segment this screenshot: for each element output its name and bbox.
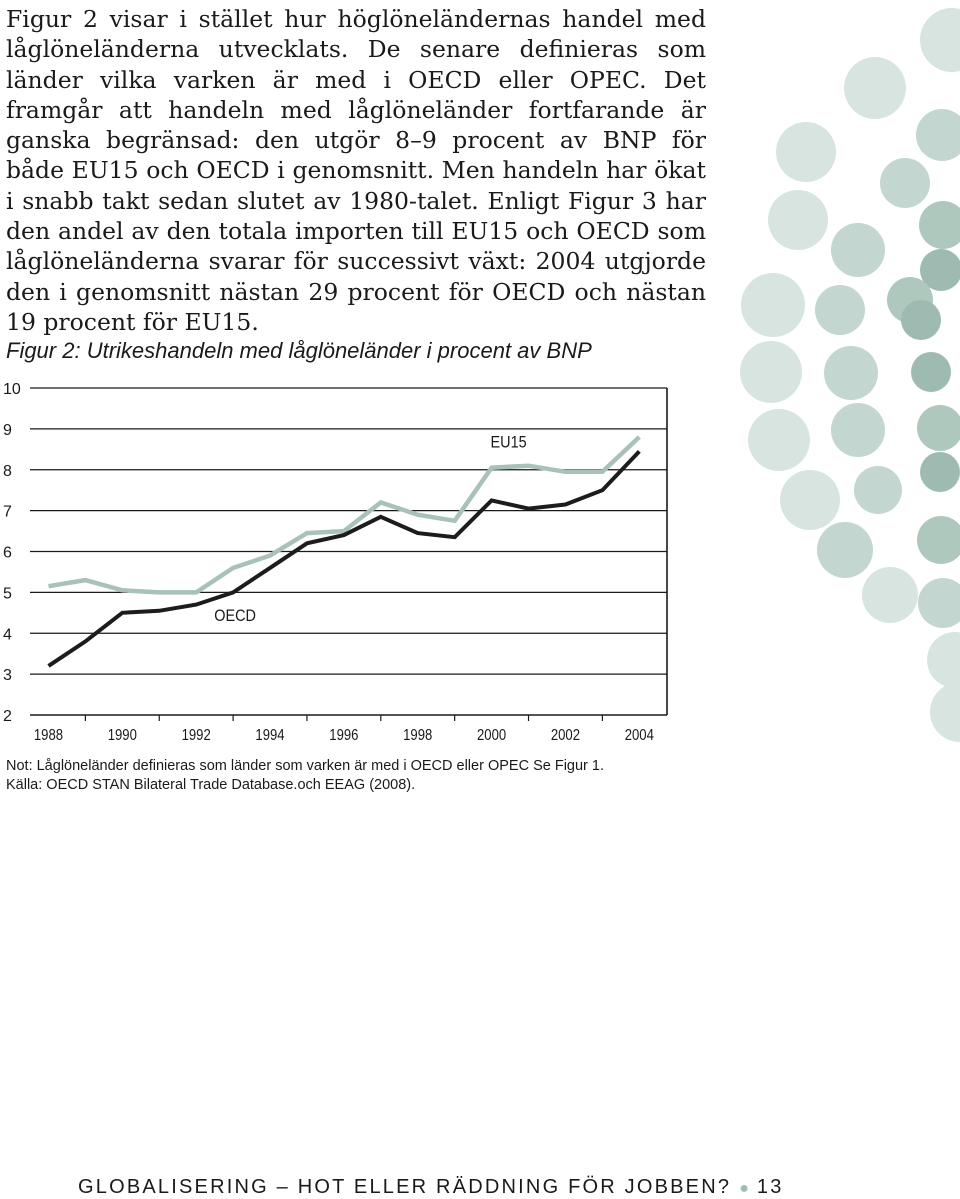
body-paragraph: Figur 2 visar i stället hur höglönelände… <box>6 4 706 337</box>
decorative-dot <box>920 8 960 72</box>
decorative-dot <box>844 57 906 119</box>
footer-bullet-icon: ● <box>739 1180 749 1197</box>
decorative-dot <box>919 201 960 249</box>
x-tick-label: 2004 <box>625 727 654 744</box>
decorative-dot <box>741 273 805 337</box>
x-tick-label: 1998 <box>403 727 432 744</box>
series-annotation-label: EU15 <box>491 433 527 451</box>
y-tick-label: 3 <box>3 667 12 684</box>
x-tick-label: 1992 <box>182 727 211 744</box>
page-footer: GLOBALISERING – HOT ELLER RÄDDNING FÖR J… <box>78 1176 784 1199</box>
x-tick-label: 1988 <box>34 727 63 744</box>
decorative-dot <box>901 300 941 340</box>
decorative-dot <box>776 122 836 182</box>
y-tick-label: 9 <box>3 422 12 439</box>
x-tick-label: 2002 <box>551 727 580 744</box>
footer-title: GLOBALISERING – HOT ELLER RÄDDNING FÖR J… <box>78 1176 731 1198</box>
y-tick-label: 2 <box>3 708 12 725</box>
y-tick-label: 10 <box>3 381 21 398</box>
x-tick-label: 2000 <box>477 727 506 744</box>
page-number: 13 <box>757 1176 784 1198</box>
x-tick-label: 1994 <box>255 727 284 744</box>
decorative-dot <box>918 578 960 628</box>
decorative-dot-pattern <box>730 0 960 760</box>
figure-note: Not: Låglöneländer definieras som länder… <box>6 758 604 774</box>
series-line-eu15 <box>49 437 640 592</box>
figure-title: Figur 2: Utrikeshandeln med låglönelände… <box>6 338 592 364</box>
decorative-dot <box>880 158 930 208</box>
y-tick-label: 6 <box>3 545 12 562</box>
decorative-dot <box>920 452 960 492</box>
decorative-dot <box>917 516 960 564</box>
decorative-dot <box>740 341 802 403</box>
decorative-dot <box>831 223 885 277</box>
decorative-dot <box>854 466 902 514</box>
decorative-dot <box>911 352 951 392</box>
decorative-dot <box>930 682 960 742</box>
line-chart: 2 3 4 5 6 7 8 9 10 1988 1990 1992 1994 1996 1998 2000 20… <box>0 370 700 750</box>
x-tick-label: 1990 <box>108 727 137 744</box>
series-annotation-label: OECD <box>214 607 256 625</box>
decorative-dot <box>815 285 865 335</box>
y-tick-label: 5 <box>3 585 12 602</box>
figure-source: Källa: OECD STAN Bilateral Trade Databas… <box>6 777 415 793</box>
decorative-dot <box>824 346 878 400</box>
decorative-dot <box>768 190 828 250</box>
y-tick-label: 7 <box>3 504 12 521</box>
y-tick-label: 4 <box>3 626 12 643</box>
decorative-dot <box>748 409 810 471</box>
y-tick-label: 8 <box>3 463 12 480</box>
decorative-dot <box>927 632 960 688</box>
decorative-dot <box>916 109 960 161</box>
decorative-dot <box>831 403 885 457</box>
x-tick-label: 1996 <box>329 727 358 744</box>
decorative-dot <box>917 405 960 451</box>
decorative-dot <box>780 470 840 530</box>
decorative-dot <box>817 522 873 578</box>
decorative-dot <box>862 567 918 623</box>
